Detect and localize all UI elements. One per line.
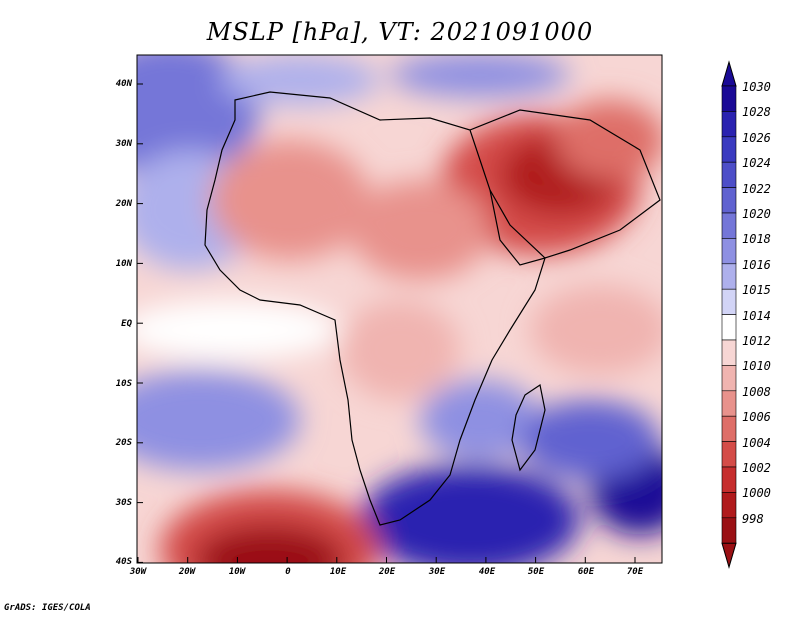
colorbar-label: 1006: [742, 410, 771, 425]
lon-label: 40E: [478, 567, 496, 577]
colorbar-cell: [721, 441, 737, 468]
lat-label: 40S: [115, 557, 132, 567]
colorbar-cell: [721, 212, 737, 239]
pressure-field: [137, 55, 662, 563]
credit-text: GrADS: IGES/COLA: [4, 603, 91, 613]
lat-label: 10N: [115, 259, 132, 269]
colorbar-label: 1020: [742, 207, 771, 221]
lon-label: 60E: [577, 567, 595, 577]
colorbar-cell: [721, 415, 737, 442]
colorbar-cell: [721, 339, 737, 366]
colorbar-label: 1010: [742, 359, 771, 374]
plot-frame: [136, 54, 663, 564]
colorbar-cell: [721, 85, 737, 112]
lat-label: 20S: [115, 438, 132, 448]
colorbar-cell: [721, 136, 737, 163]
lat-label: 10S: [115, 379, 132, 389]
colorbar-cell: [721, 111, 737, 138]
colorbar-label: 1014: [742, 308, 771, 323]
colorbar-label: 1022: [742, 181, 771, 196]
colorbar-label: 1024: [742, 156, 771, 171]
lon-label: 50E: [527, 567, 545, 577]
coastlines: [204, 91, 661, 526]
colorbar-cell: [721, 390, 737, 417]
colorbar-cell: [721, 187, 737, 214]
colorbar-cell: [721, 288, 737, 315]
colorbar-cell: [721, 314, 737, 341]
colorbar-min-arrow: [721, 542, 737, 569]
colorbar-label: 1016: [742, 257, 771, 272]
lon-label: 30E: [428, 567, 446, 577]
lon-label: 20E: [378, 567, 396, 577]
map-title: MSLP [hPa], VT: 2021091000: [206, 18, 594, 46]
colorbar-label: 1026: [742, 130, 771, 145]
colorbar-label: 1015: [742, 283, 771, 298]
lat-label: EQ: [121, 319, 132, 329]
colorbar-cell: [721, 365, 737, 392]
colorbar-label: 1018: [742, 232, 771, 247]
colorbar-cell: [721, 466, 737, 493]
colorbar-label: 1002: [742, 461, 771, 475]
colorbar-cell: [721, 263, 737, 290]
colorbar-label: 1030: [742, 80, 771, 94]
lon-label: 0: [285, 567, 291, 577]
colorbar-label: 998: [742, 511, 764, 526]
colorbar-cell: [721, 517, 737, 544]
lon-label: 10E: [329, 567, 347, 577]
lon-label: 10W: [228, 567, 246, 577]
axis-ticks: [137, 83, 636, 563]
colorbar-label: 1012: [742, 334, 771, 348]
colorbar-label: 1008: [742, 384, 771, 399]
colorbar-max-arrow: [721, 60, 737, 87]
colorbar-cell: [721, 238, 737, 265]
colorbar-label: 1004: [742, 435, 771, 450]
lat-label: 30N: [115, 139, 132, 149]
lat-label: 20N: [115, 199, 132, 209]
lon-label: 20W: [178, 567, 196, 577]
lat-label: 40N: [115, 79, 132, 89]
lat-label: 30S: [115, 498, 132, 508]
lon-label: 70E: [626, 567, 644, 577]
lon-label: 30W: [129, 567, 147, 577]
colorbar-label: 1028: [742, 105, 771, 120]
colorbar-cell: [721, 492, 737, 519]
colorbar-cell: [721, 161, 737, 188]
colorbar-label: 1000: [742, 486, 771, 501]
